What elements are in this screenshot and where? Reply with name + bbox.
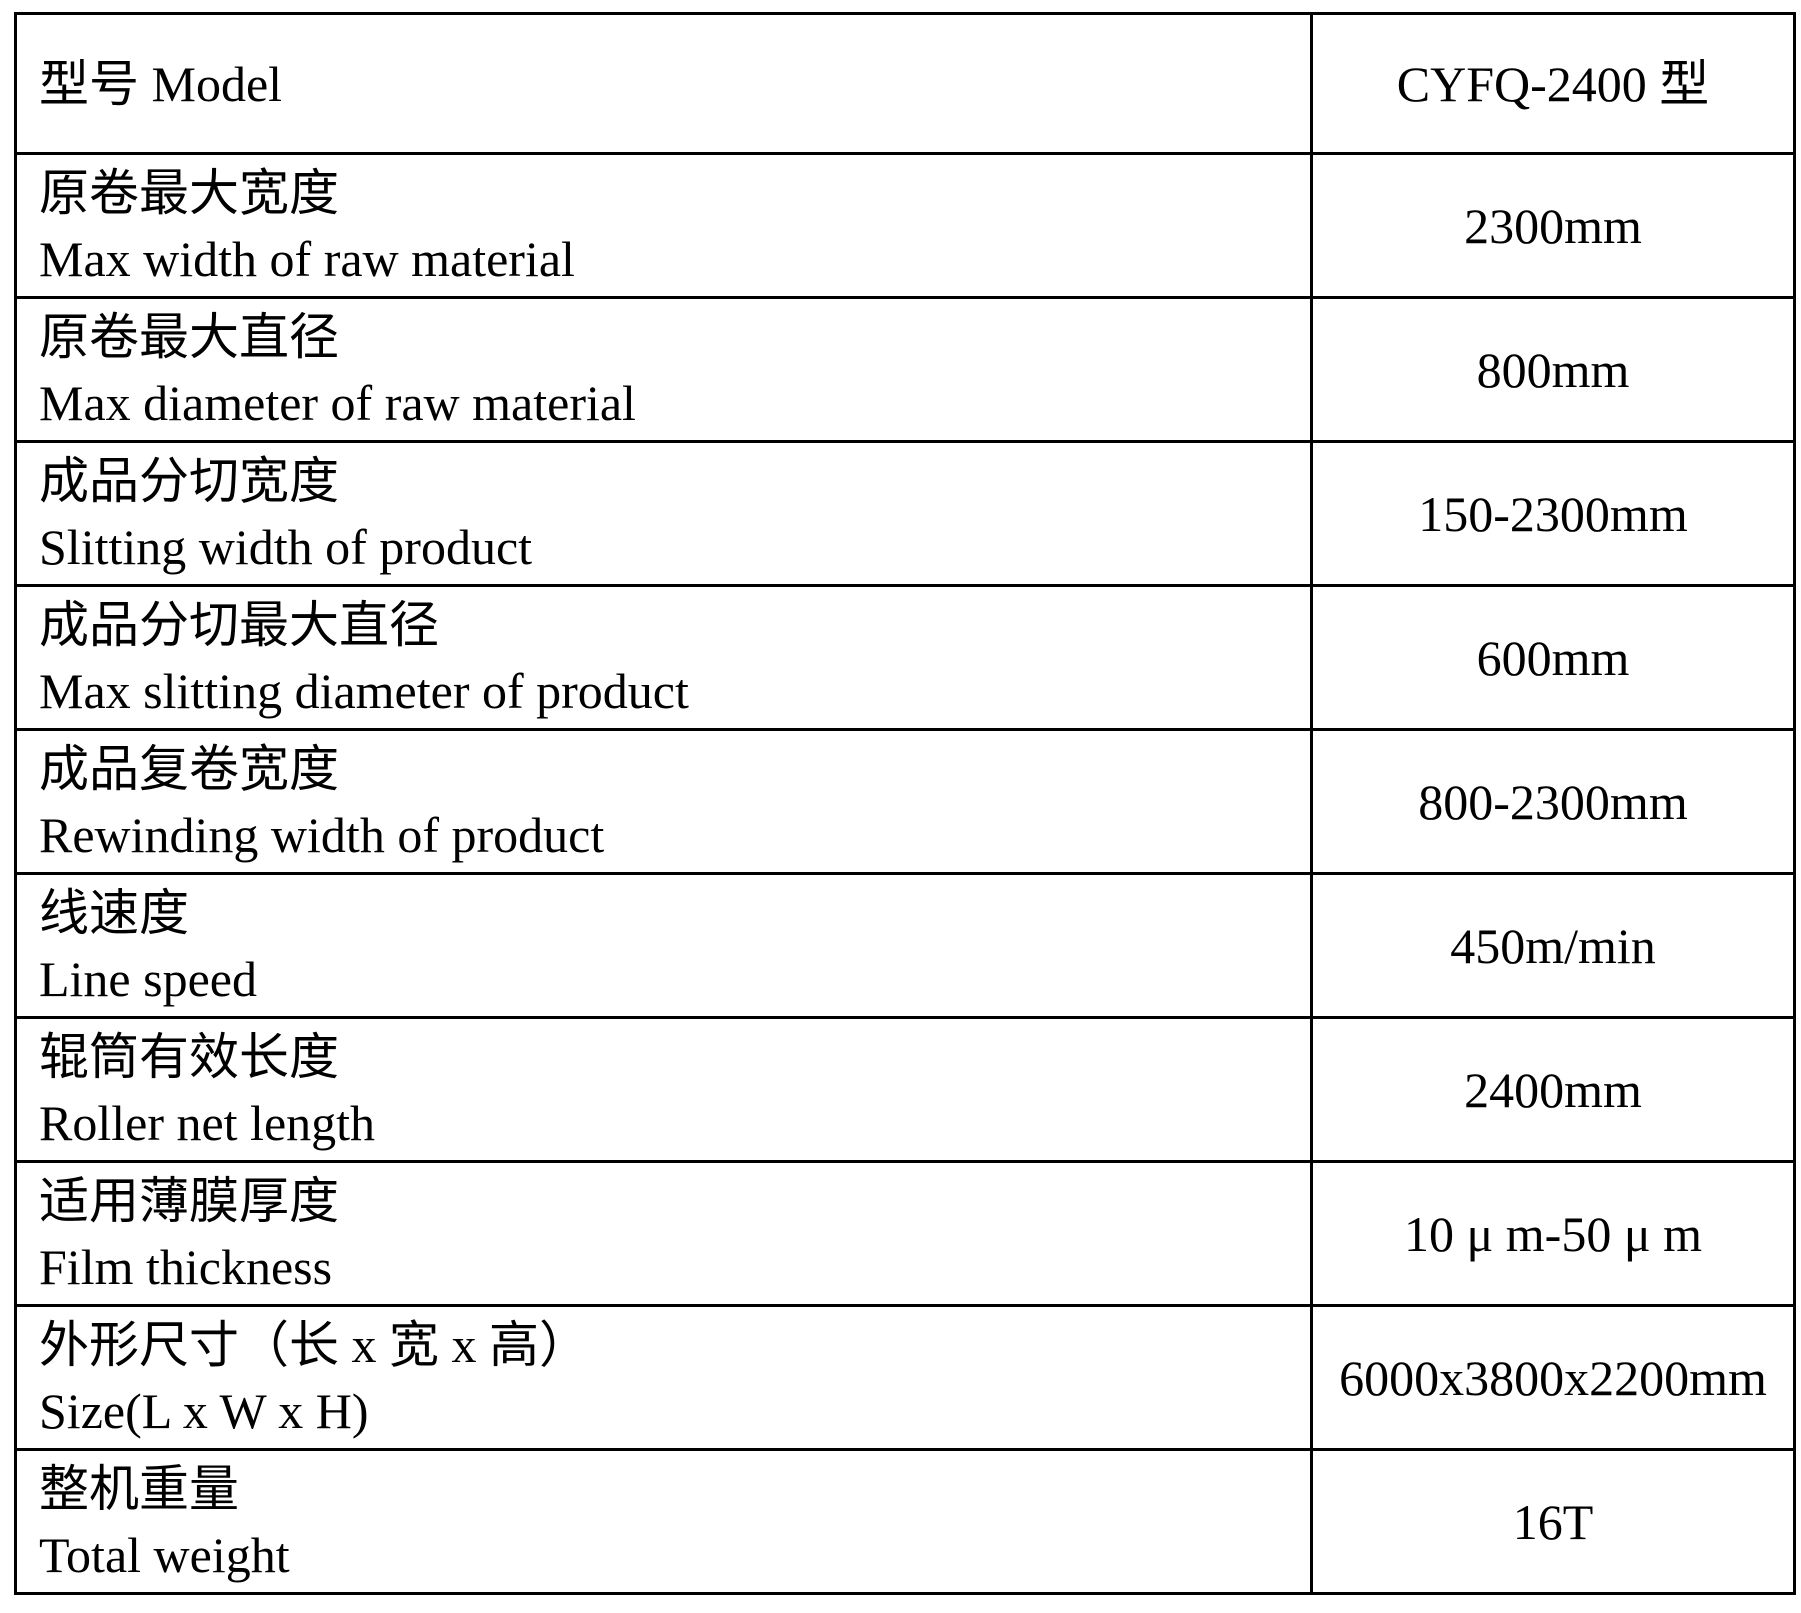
spec-label-cell: 成品分切最大直径 Max slitting diameter of produc… xyxy=(14,584,1313,731)
spec-label-zh: 整机重量 xyxy=(39,1460,239,1517)
table-row: 外形尺寸（长 x 宽 x 高） Size(L x W x H) 6000x380… xyxy=(14,1304,1796,1451)
spec-value-cell: 2300mm xyxy=(1310,152,1796,299)
spec-value-cell: 10 μ m-50 μ m xyxy=(1310,1160,1796,1307)
spec-value-cell: 600mm xyxy=(1310,584,1796,731)
spec-label-cell: 原卷最大直径 Max diameter of raw material xyxy=(14,296,1313,443)
table-row: 成品分切最大直径 Max slitting diameter of produc… xyxy=(14,584,1796,731)
table-row: 原卷最大宽度 Max width of raw material 2300mm xyxy=(14,152,1796,299)
model-label-cell: 型号 Model xyxy=(14,12,1313,155)
table-row: 成品分切宽度 Slitting width of product 150-230… xyxy=(14,440,1796,587)
spec-label-cell: 外形尺寸（长 x 宽 x 高） Size(L x W x H) xyxy=(14,1304,1313,1451)
spec-label-en: Max slitting diameter of product xyxy=(39,662,689,719)
spec-label-en: Rewinding width of product xyxy=(39,806,605,863)
table-row: 线速度 Line speed 450m/min xyxy=(14,872,1796,1019)
spec-label-cell: 成品复卷宽度 Rewinding width of product xyxy=(14,728,1313,875)
spec-label-en: Size(L x W x H) xyxy=(39,1382,369,1439)
spec-label-cell: 原卷最大宽度 Max width of raw material xyxy=(14,152,1313,299)
spec-label-zh: 原卷最大宽度 xyxy=(39,164,339,221)
spec-label-cell: 适用薄膜厚度 Film thickness xyxy=(14,1160,1313,1307)
spec-table: 型号 Model CYFQ-2400 型 原卷最大宽度 Max width of… xyxy=(14,12,1796,1595)
spec-label-zh: 成品复卷宽度 xyxy=(39,740,339,797)
spec-label-cell: 成品分切宽度 Slitting width of product xyxy=(14,440,1313,587)
spec-label-zh: 辊筒有效长度 xyxy=(39,1028,339,1085)
spec-label-en: Slitting width of product xyxy=(39,518,533,575)
spec-value-cell: 800mm xyxy=(1310,296,1796,443)
table-row: 辊筒有效长度 Roller net length 2400mm xyxy=(14,1016,1796,1163)
spec-label-cell: 线速度 Line speed xyxy=(14,872,1313,1019)
spec-label-zh: 线速度 xyxy=(39,884,189,941)
spec-label-zh: 成品分切宽度 xyxy=(39,452,339,509)
spec-label-cell: 整机重量 Total weight xyxy=(14,1448,1313,1595)
table-row: 原卷最大直径 Max diameter of raw material 800m… xyxy=(14,296,1796,443)
spec-label-en: Total weight xyxy=(39,1526,290,1583)
spec-value-cell: 800-2300mm xyxy=(1310,728,1796,875)
spec-label-en: Max width of raw material xyxy=(39,230,575,287)
spec-label-en: Max diameter of raw material xyxy=(39,374,636,431)
spec-label-zh: 原卷最大直径 xyxy=(39,308,339,365)
spec-value-cell: 150-2300mm xyxy=(1310,440,1796,587)
spec-label-zh: 外形尺寸（长 x 宽 x 高） xyxy=(39,1316,589,1373)
spec-label-en: Line speed xyxy=(39,950,257,1007)
spec-label-en: Film thickness xyxy=(39,1238,333,1295)
spec-label-zh: 适用薄膜厚度 xyxy=(39,1172,339,1229)
spec-label-cell: 辊筒有效长度 Roller net length xyxy=(14,1016,1313,1163)
model-value-cell: CYFQ-2400 型 xyxy=(1310,12,1796,155)
table-row: 成品复卷宽度 Rewinding width of product 800-23… xyxy=(14,728,1796,875)
spec-value-cell: 450m/min xyxy=(1310,872,1796,1019)
model-label: 型号 Model xyxy=(39,55,283,112)
spec-label-zh: 成品分切最大直径 xyxy=(39,596,439,653)
spec-value-cell: 16T xyxy=(1310,1448,1796,1595)
spec-value-cell: 2400mm xyxy=(1310,1016,1796,1163)
table-row: 整机重量 Total weight 16T xyxy=(14,1448,1796,1595)
table-row: 适用薄膜厚度 Film thickness 10 μ m-50 μ m xyxy=(14,1160,1796,1307)
spec-label-en: Roller net length xyxy=(39,1094,376,1151)
spec-value-cell: 6000x3800x2200mm xyxy=(1310,1304,1796,1451)
table-header-row: 型号 Model CYFQ-2400 型 xyxy=(14,12,1796,155)
